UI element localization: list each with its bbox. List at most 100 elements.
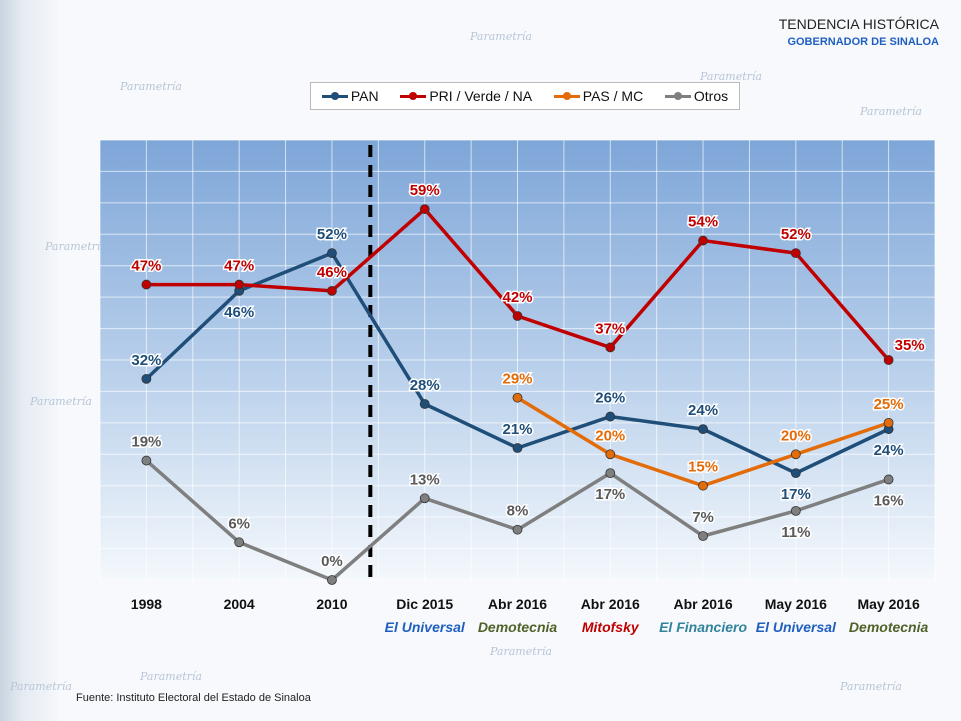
chart-legend: PAN PRI / Verde / NA PAS / MC Otros xyxy=(310,82,740,110)
data-label: 47% xyxy=(131,258,161,275)
watermark-text: Parametría xyxy=(839,680,902,693)
legend-item-otros: Otros xyxy=(664,88,729,104)
data-label: 37% xyxy=(595,320,625,337)
data-label: 46% xyxy=(224,304,254,321)
data-point xyxy=(605,468,616,479)
data-point xyxy=(698,531,708,541)
data-point xyxy=(234,537,245,548)
watermark-text: Parametría xyxy=(29,395,92,408)
data-label: 0% xyxy=(321,553,343,570)
data-label: 59% xyxy=(410,182,440,199)
data-point xyxy=(141,279,152,290)
watermark-text: Parametría xyxy=(699,70,762,83)
data-label: 25% xyxy=(874,396,904,413)
source-note: Fuente: Instituto Electoral del Estado d… xyxy=(76,692,311,704)
data-label: 17% xyxy=(595,486,625,503)
data-point xyxy=(605,449,616,460)
watermark-text: Parametría xyxy=(859,105,922,118)
legend-swatch-icon xyxy=(664,90,691,102)
page-subtitle: GOBERNADOR DE SINALOA xyxy=(787,36,939,48)
x-sublabel-pollster: Demotecnia xyxy=(849,619,929,635)
data-label: 42% xyxy=(502,289,532,306)
data-label: 24% xyxy=(874,442,904,459)
x-sublabel-pollster: El Universal xyxy=(756,619,837,635)
legend-item-pan: PAN xyxy=(321,88,379,104)
data-label: 47% xyxy=(224,258,254,275)
legend-swatch-icon xyxy=(553,90,580,102)
legend-label: PAS / MC xyxy=(582,88,644,104)
data-point xyxy=(512,524,523,535)
data-point xyxy=(605,411,616,422)
data-point xyxy=(327,285,337,296)
data-label: 24% xyxy=(688,402,718,419)
x-sublabel-pollster: Mitofsky xyxy=(582,619,640,635)
data-point xyxy=(883,417,894,428)
data-label: 35% xyxy=(895,337,925,354)
legend-label: PAN xyxy=(350,88,379,104)
data-point xyxy=(790,505,801,516)
data-label: 26% xyxy=(595,390,625,407)
data-point xyxy=(790,449,801,460)
data-point xyxy=(327,575,337,585)
data-label: 52% xyxy=(781,226,811,243)
data-label: 21% xyxy=(502,421,532,438)
x-sublabel-pollster: El Financiero xyxy=(659,619,747,635)
data-label: 17% xyxy=(781,486,811,503)
data-label: 11% xyxy=(781,524,810,541)
data-label: 6% xyxy=(228,515,250,532)
legend-label: PRI / Verde / NA xyxy=(429,88,533,104)
watermark-text: Parametría xyxy=(469,30,532,43)
watermark-text: Parametría xyxy=(489,645,552,658)
x-tick-label: Abr 2016 xyxy=(581,596,640,612)
data-label: 54% xyxy=(688,214,718,231)
decorative-left-strip xyxy=(0,0,58,721)
data-label: 7% xyxy=(692,509,714,526)
data-point xyxy=(419,399,430,409)
legend-item-pas-mc: PAS / MC xyxy=(553,88,644,104)
data-point xyxy=(141,455,152,466)
data-point xyxy=(512,443,523,453)
data-point xyxy=(419,493,430,504)
watermark-text: Parametría xyxy=(44,240,107,253)
x-tick-label: May 2016 xyxy=(765,596,827,612)
x-tick-label: 1998 xyxy=(131,596,162,612)
watermark-text: Parametría xyxy=(119,80,182,93)
data-label: 20% xyxy=(595,427,625,444)
x-tick-label: May 2016 xyxy=(857,596,919,612)
data-label: 46% xyxy=(317,264,347,281)
data-point xyxy=(790,468,801,479)
watermark-text: Parametría xyxy=(9,680,72,693)
data-point xyxy=(883,474,894,485)
data-label: 29% xyxy=(502,371,532,388)
legend-swatch-icon xyxy=(400,90,427,102)
data-label: 13% xyxy=(410,471,440,488)
data-point xyxy=(234,279,245,290)
data-label: 16% xyxy=(874,492,904,509)
data-point xyxy=(419,204,430,215)
legend-swatch-icon xyxy=(321,90,348,102)
data-point xyxy=(141,373,152,384)
x-tick-label: Abr 2016 xyxy=(673,596,732,612)
legend-label: Otros xyxy=(693,88,729,104)
x-tick-label: Abr 2016 xyxy=(488,596,547,612)
watermark-text: Parametría xyxy=(139,670,202,683)
data-point xyxy=(512,392,523,403)
data-point xyxy=(605,342,616,353)
page-title: TENDENCIA HISTÓRICA xyxy=(778,16,939,32)
data-label: 32% xyxy=(131,352,161,369)
data-point xyxy=(698,480,708,491)
data-label: 20% xyxy=(781,427,811,444)
x-tick-label: Dic 2015 xyxy=(396,596,453,612)
data-point xyxy=(883,355,894,365)
data-point xyxy=(790,248,801,259)
data-label: 52% xyxy=(317,226,347,243)
data-label: 19% xyxy=(131,434,161,451)
legend-item-pri: PRI / Verde / NA xyxy=(400,88,532,104)
data-label: 15% xyxy=(688,459,718,476)
x-tick-label: 2010 xyxy=(316,596,347,612)
data-point xyxy=(698,235,708,246)
x-tick-label: 2004 xyxy=(224,596,255,612)
data-point xyxy=(327,248,337,259)
